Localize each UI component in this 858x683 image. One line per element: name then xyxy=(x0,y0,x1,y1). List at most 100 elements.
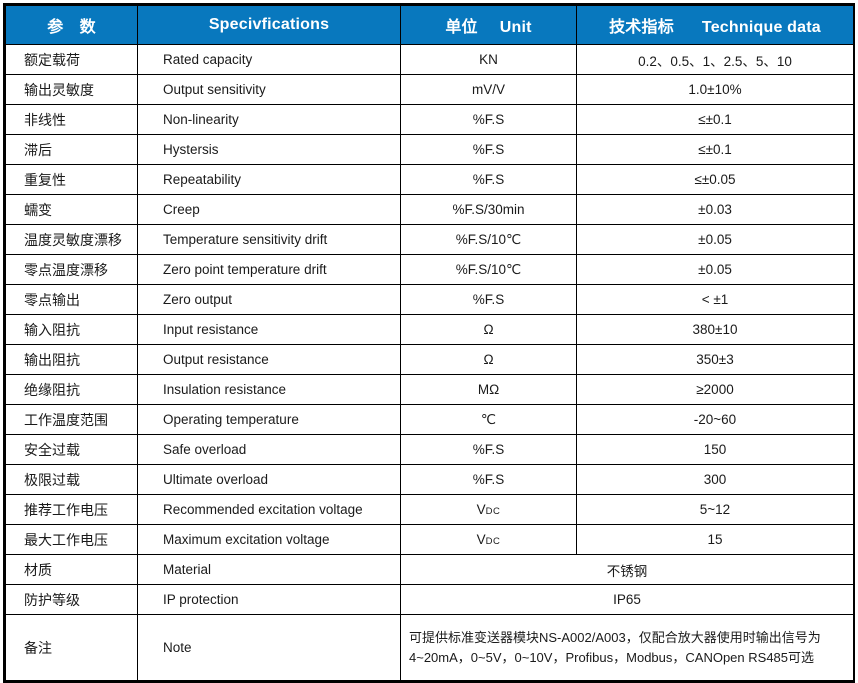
param-cell: 推荐工作电压 xyxy=(5,494,138,525)
value-cell: 15 xyxy=(576,524,854,555)
table-row: 推荐工作电压 Recommended excitation voltage VDC 5… xyxy=(5,494,854,525)
table-row: 输出灵敏度 Output sensitivity mV/V 1.0±10% xyxy=(5,74,854,105)
param-cell: 工作温度范围 xyxy=(5,404,138,435)
table-row: 零点输出 Zero output %F.S < ±1 xyxy=(5,284,854,315)
note-cell: 可提供标准变送器模块NS-A002/A003，仅配合放大器使用时输出信号为 4~2… xyxy=(400,614,854,681)
param-cell: 安全过载 xyxy=(5,434,138,465)
unit-cell: %F.S xyxy=(400,284,577,315)
param-cell: 温度灵敏度漂移 xyxy=(5,224,138,255)
table-row: 蠕变 Creep %F.S/30min ±0.03 xyxy=(5,194,854,225)
unit-cell: %F.S xyxy=(400,164,577,195)
param-cell: 绝缘阻抗 xyxy=(5,374,138,405)
spec-cell: Hystersis xyxy=(137,134,401,165)
unit-cell: mV/V xyxy=(400,74,577,105)
value-cell: 150 xyxy=(576,434,854,465)
spec-cell: Insulation resistance xyxy=(137,374,401,405)
unit-cell: %F.S xyxy=(400,134,577,165)
value-cell: 1.0±10% xyxy=(576,74,854,105)
spec-cell: Non-linearity xyxy=(137,104,401,135)
table-row: 备注 Note 可提供标准变送器模块NS-A002/A003，仅配合放大器使用时输出… xyxy=(5,614,854,681)
spec-cell: Recommended excitation voltage xyxy=(137,494,401,525)
header-cell-specifications: Specivfications xyxy=(137,5,401,45)
unit-main: V xyxy=(476,532,486,547)
header-cell-param: 参 数 xyxy=(5,5,138,45)
table-row: 安全过载 Safe overload %F.S 150 xyxy=(5,434,854,465)
value-cell: 350±3 xyxy=(576,344,854,375)
table-row: 极限过载 Ultimate overload %F.S 300 xyxy=(5,464,854,495)
param-cell: 材质 xyxy=(5,554,138,585)
spec-cell: Repeatability xyxy=(137,164,401,195)
spec-cell: Zero output xyxy=(137,284,401,315)
unit-cell: VDC xyxy=(400,494,577,525)
value-cell: ≤±0.1 xyxy=(576,134,854,165)
table-row: 防护等级 IP protection IP65 xyxy=(5,584,854,615)
unit-cell: VDC xyxy=(400,524,577,555)
table-row: 零点温度漂移 Zero point temperature drift %F.S/1… xyxy=(5,254,854,285)
spec-cell: Operating temperature xyxy=(137,404,401,435)
param-cell: 最大工作电压 xyxy=(5,524,138,555)
unit-cell: Ω xyxy=(400,314,577,345)
unit-cell: %F.S/30min xyxy=(400,194,577,225)
param-cell: 零点输出 xyxy=(5,284,138,315)
spec-cell: Zero point temperature drift xyxy=(137,254,401,285)
value-cell: < ±1 xyxy=(576,284,854,315)
value-cell: ±0.03 xyxy=(576,194,854,225)
unit-cell: %F.S xyxy=(400,464,577,495)
spec-table-container: 参 数 Specivfications 单位 Unit 技术指标 Technique… xyxy=(3,3,855,683)
param-cell: 非线性 xyxy=(5,104,138,135)
unit-cell: %F.S/10℃ xyxy=(400,254,577,285)
param-cell: 额定载荷 xyxy=(5,44,138,75)
header-param-label: 参 数 xyxy=(47,19,96,36)
param-cell: 重复性 xyxy=(5,164,138,195)
spec-cell: Input resistance xyxy=(137,314,401,345)
unit-cell: MΩ xyxy=(400,374,577,405)
header-unit-zh-label: 单位 xyxy=(445,19,478,36)
spec-cell: Rated capacity xyxy=(137,44,401,75)
spec-cell: Note xyxy=(137,614,401,681)
param-cell: 滞后 xyxy=(5,134,138,165)
table-row: 滞后 Hystersis %F.S ≤±0.1 xyxy=(5,134,854,165)
param-cell: 输出阻抗 xyxy=(5,344,138,375)
value-cell: ±0.05 xyxy=(576,224,854,255)
header-tech-zh-label: 技术指标 xyxy=(609,19,674,36)
param-cell: 零点温度漂移 xyxy=(5,254,138,285)
value-cell: 5~12 xyxy=(576,494,854,525)
merged-value-cell: 不锈钢 xyxy=(400,554,854,585)
merged-value-cell: IP65 xyxy=(400,584,854,615)
spec-cell: Temperature sensitivity drift xyxy=(137,224,401,255)
unit-main: V xyxy=(476,502,486,517)
param-cell: 防护等级 xyxy=(5,584,138,615)
unit-cell: %F.S xyxy=(400,434,577,465)
value-cell: ≤±0.05 xyxy=(576,164,854,195)
spec-cell: Creep xyxy=(137,194,401,225)
table-row: 工作温度范围 Operating temperature ℃ -20~60 xyxy=(5,404,854,435)
unit-cell: KN xyxy=(400,44,577,75)
spec-cell: Output sensitivity xyxy=(137,74,401,105)
unit-cell: ℃ xyxy=(400,404,577,435)
table-row: 最大工作电压 Maximum excitation voltage VDC 15 xyxy=(5,524,854,555)
unit-cell: %F.S xyxy=(400,104,577,135)
value-cell: ±0.05 xyxy=(576,254,854,285)
table-row: 温度灵敏度漂移 Temperature sensitivity drift %F.S… xyxy=(5,224,854,255)
table-row: 非线性 Non-linearity %F.S ≤±0.1 xyxy=(5,104,854,135)
param-cell: 备注 xyxy=(5,614,138,681)
spec-cell: Maximum excitation voltage xyxy=(137,524,401,555)
table-row: 绝缘阻抗 Insulation resistance MΩ ≥2000 xyxy=(5,374,854,405)
header-cell-technique-data: 技术指标 Technique data xyxy=(576,5,854,45)
table-row: 材质 Material 不锈钢 xyxy=(5,554,854,585)
unit-subscript: DC xyxy=(485,536,501,547)
param-cell: 输入阻抗 xyxy=(5,314,138,345)
value-cell: 0.2、0.5、1、2.5、5、10 xyxy=(576,44,854,75)
value-cell: ≥2000 xyxy=(576,374,854,405)
header-tech-en-label: Technique data xyxy=(701,19,821,36)
spec-cell: Ultimate overload xyxy=(137,464,401,495)
value-cell: 300 xyxy=(576,464,854,495)
header-spec-label: Specivfications xyxy=(208,16,330,33)
header-cell-unit: 单位 Unit xyxy=(400,5,577,45)
param-cell: 极限过载 xyxy=(5,464,138,495)
param-cell: 蠕变 xyxy=(5,194,138,225)
value-cell: 380±10 xyxy=(576,314,854,345)
value-cell: ≤±0.1 xyxy=(576,104,854,135)
unit-subscript: DC xyxy=(485,506,501,517)
spec-cell: Output resistance xyxy=(137,344,401,375)
